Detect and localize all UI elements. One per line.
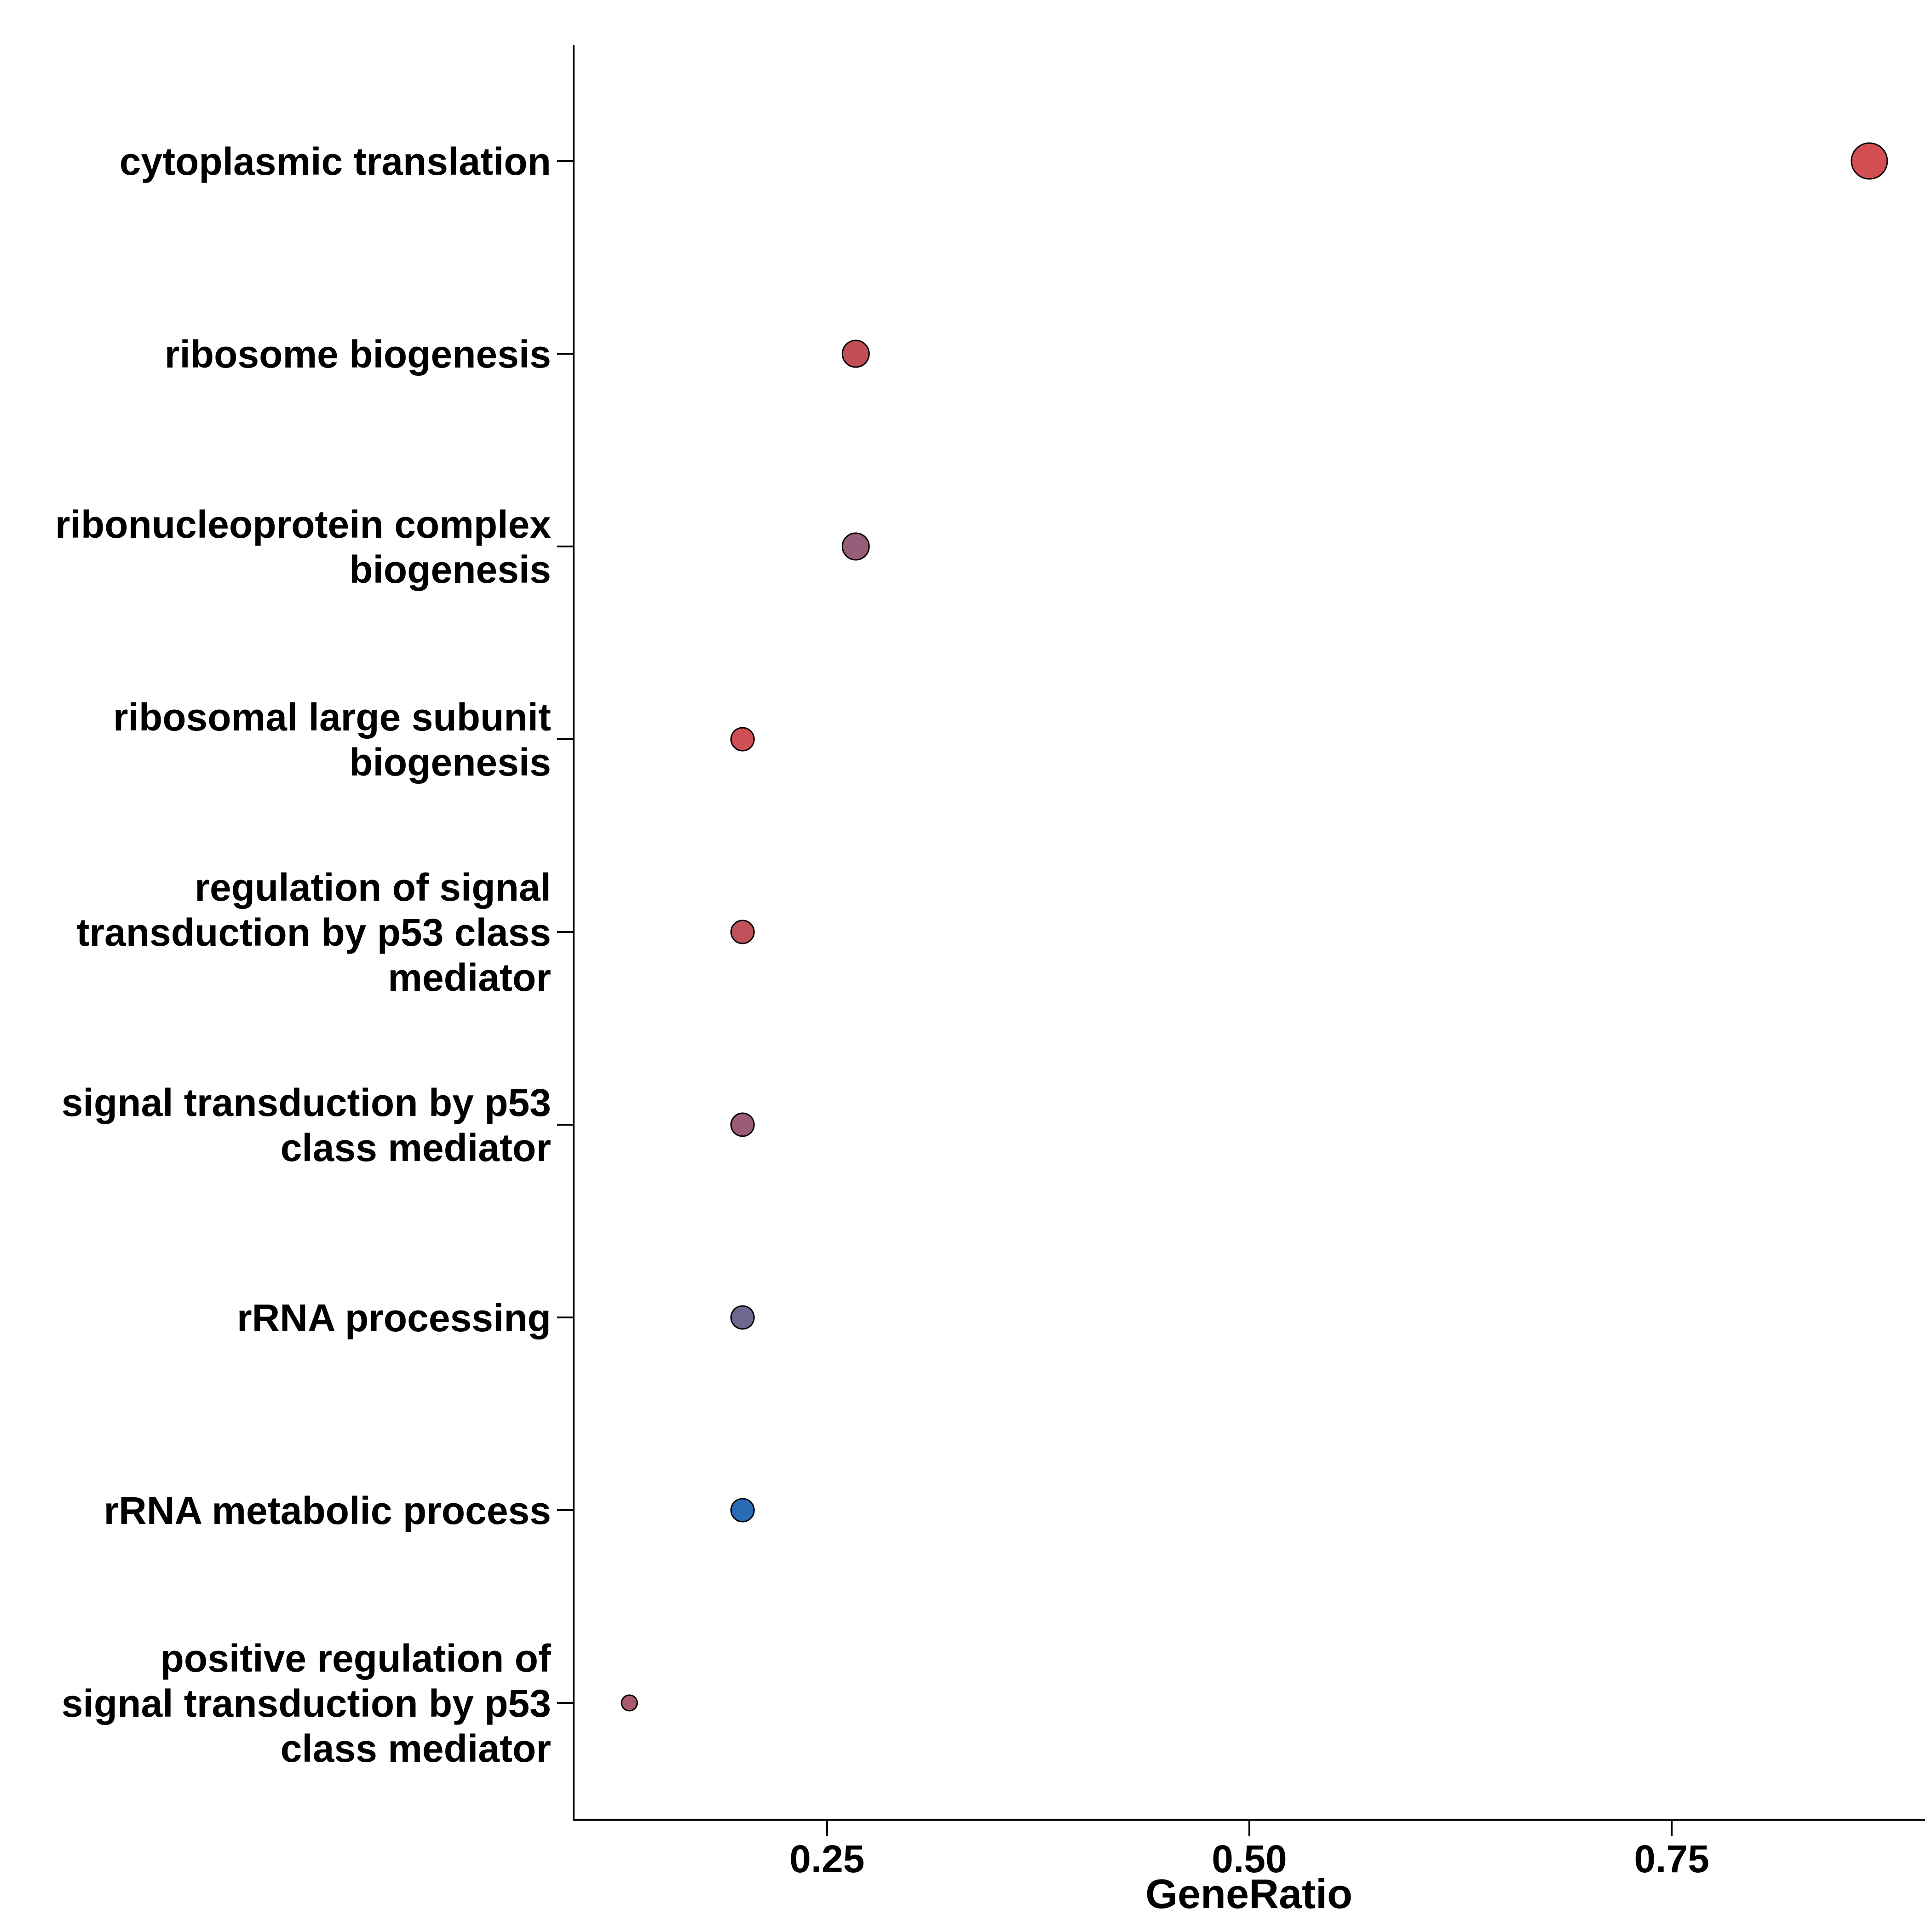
data-point <box>730 1498 755 1523</box>
x-axis-title: GeneRatio <box>1145 1871 1352 1917</box>
data-point <box>841 339 870 368</box>
y-tick-label-line: rRNA metabolic process <box>104 1489 551 1532</box>
data-point <box>841 532 870 561</box>
x-tick-label: 0.75 <box>1634 1837 1709 1880</box>
data-point <box>730 1112 755 1137</box>
y-tick-label-line: signal transduction by p53 <box>62 1682 551 1725</box>
y-tick-label-line: biogenesis <box>349 741 551 784</box>
y-ticks <box>557 160 574 1704</box>
y-tick-label: signal transduction by p53 class mediator <box>62 1081 551 1169</box>
y-tick-label-line: signal transduction by p53 <box>62 1081 551 1124</box>
data-point <box>621 1694 638 1712</box>
y-tick-label-line: class mediator <box>281 1126 551 1169</box>
axes <box>573 45 1925 1821</box>
y-tick-label-line: transduction by p53 class <box>76 911 551 954</box>
y-tick-label-line: rRNA processing <box>237 1296 551 1340</box>
x-ticks: 0.25 0.50 0.75 <box>789 1820 1709 1880</box>
data-point <box>730 920 755 944</box>
data-point <box>730 1305 755 1330</box>
y-tick-label-line: mediator <box>388 956 551 999</box>
y-tick-label: rRNA metabolic process <box>104 1489 551 1532</box>
y-tick-label-line: cytoplasmic translation <box>120 140 551 183</box>
data-point <box>1851 142 1888 180</box>
x-tick-label: 0.25 <box>789 1837 865 1880</box>
y-tick-label: regulation of signal transduction by p53 … <box>76 866 551 999</box>
x-tick-label: 0.50 <box>1212 1837 1287 1880</box>
y-tick-labels: cytoplasmic translation ribosome biogenes… <box>55 140 552 1770</box>
y-tick-label: rRNA processing <box>237 1296 551 1340</box>
y-tick-label-line: biogenesis <box>349 548 551 591</box>
y-tick-label: ribosome biogenesis <box>165 333 551 376</box>
data-point <box>730 727 755 752</box>
y-tick-label-line: ribosomal large subunit <box>113 696 551 739</box>
y-tick-label-line: positive regulation of <box>161 1637 552 1680</box>
y-tick-label-line: ribosome biogenesis <box>165 333 551 376</box>
y-tick-label-line: ribonucleoprotein complex <box>55 503 551 546</box>
points <box>621 142 1888 1712</box>
y-tick-label: cytoplasmic translation <box>120 140 551 183</box>
y-tick-label-line: class mediator <box>281 1727 551 1770</box>
y-tick-label: positive regulation of signal transductio… <box>62 1637 552 1770</box>
y-tick-label: ribonucleoprotein complex biogenesis <box>55 503 551 591</box>
y-tick-label-line: regulation of signal <box>195 866 551 909</box>
y-tick-label: ribosomal large subunit biogenesis <box>113 696 551 784</box>
